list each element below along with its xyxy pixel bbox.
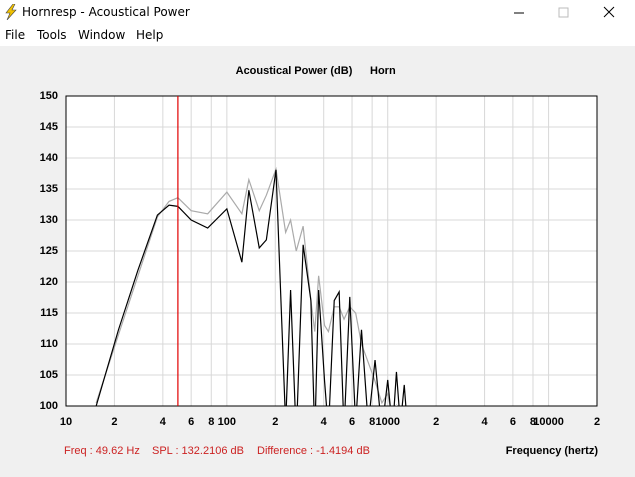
x-tick-label: 2: [594, 416, 600, 428]
x-tick-label: 4: [160, 416, 167, 428]
y-tick-label: 120: [40, 276, 58, 288]
y-tick-label: 145: [40, 121, 58, 133]
readout-text: Difference : -1.4194 dB: [257, 445, 370, 457]
menu-item[interactable]: Tools: [37, 28, 67, 42]
x-tick-label: 4: [482, 416, 489, 428]
readout-text: Freq : 49.62 Hz: [64, 445, 140, 457]
x-tick-label: 6: [349, 416, 355, 428]
x-axis-label: Frequency (hertz): [506, 445, 599, 457]
x-tick-label: 8: [369, 416, 375, 428]
line-series: [95, 169, 407, 406]
y-tick-label: 130: [40, 214, 58, 226]
x-tick-label: 10: [60, 416, 72, 428]
close-button[interactable]: [603, 6, 615, 18]
window-title: Hornresp - Acoustical Power: [22, 5, 190, 19]
x-tick-label: 4: [321, 416, 328, 428]
y-tick-label: 135: [40, 183, 58, 195]
x-tick-label: 6: [188, 416, 194, 428]
y-tick-label: 150: [40, 90, 58, 102]
x-tick-label: 2: [111, 416, 117, 428]
y-tick-label: 105: [40, 369, 58, 381]
x-tick-label: 1000: [375, 416, 399, 428]
x-tick-label: 2: [433, 416, 439, 428]
chart-title: Acoustical Power (dB): [236, 65, 353, 77]
x-tick-label: 100: [218, 416, 236, 428]
y-tick-label: 115: [40, 307, 58, 319]
series-group: [95, 166, 407, 406]
maximize-button[interactable]: [558, 7, 569, 18]
window-controls[interactable]: [505, 0, 635, 24]
plot-border: [65, 95, 598, 407]
x-tick-label: 8: [530, 416, 536, 428]
menu-item[interactable]: File: [5, 28, 26, 42]
y-tick-label: 140: [40, 152, 58, 164]
x-tick-label: 8: [208, 416, 214, 428]
y-tick-label: 100: [40, 400, 58, 412]
title-bar: Hornresp - Acoustical Power: [0, 0, 635, 24]
app-icon: [5, 4, 17, 20]
chart-subtitle: Horn: [370, 65, 396, 77]
chart: Acoustical Power (dB) Horn 100 105 110 115 120…: [40, 65, 600, 457]
menu-item[interactable]: Window: [78, 28, 126, 42]
menu-bar: File Tools Window Help: [0, 24, 635, 46]
line-series: [95, 166, 398, 406]
readout-text: SPL : 132.2106 dB: [152, 445, 244, 457]
x-tick-label: 6: [510, 416, 516, 428]
x-tick-label: 2: [272, 416, 278, 428]
y-tick-label: 125: [40, 245, 58, 257]
menu-item[interactable]: Help: [136, 28, 164, 42]
x-tick-label: 10000: [533, 416, 564, 428]
y-tick-label: 110: [40, 338, 58, 350]
